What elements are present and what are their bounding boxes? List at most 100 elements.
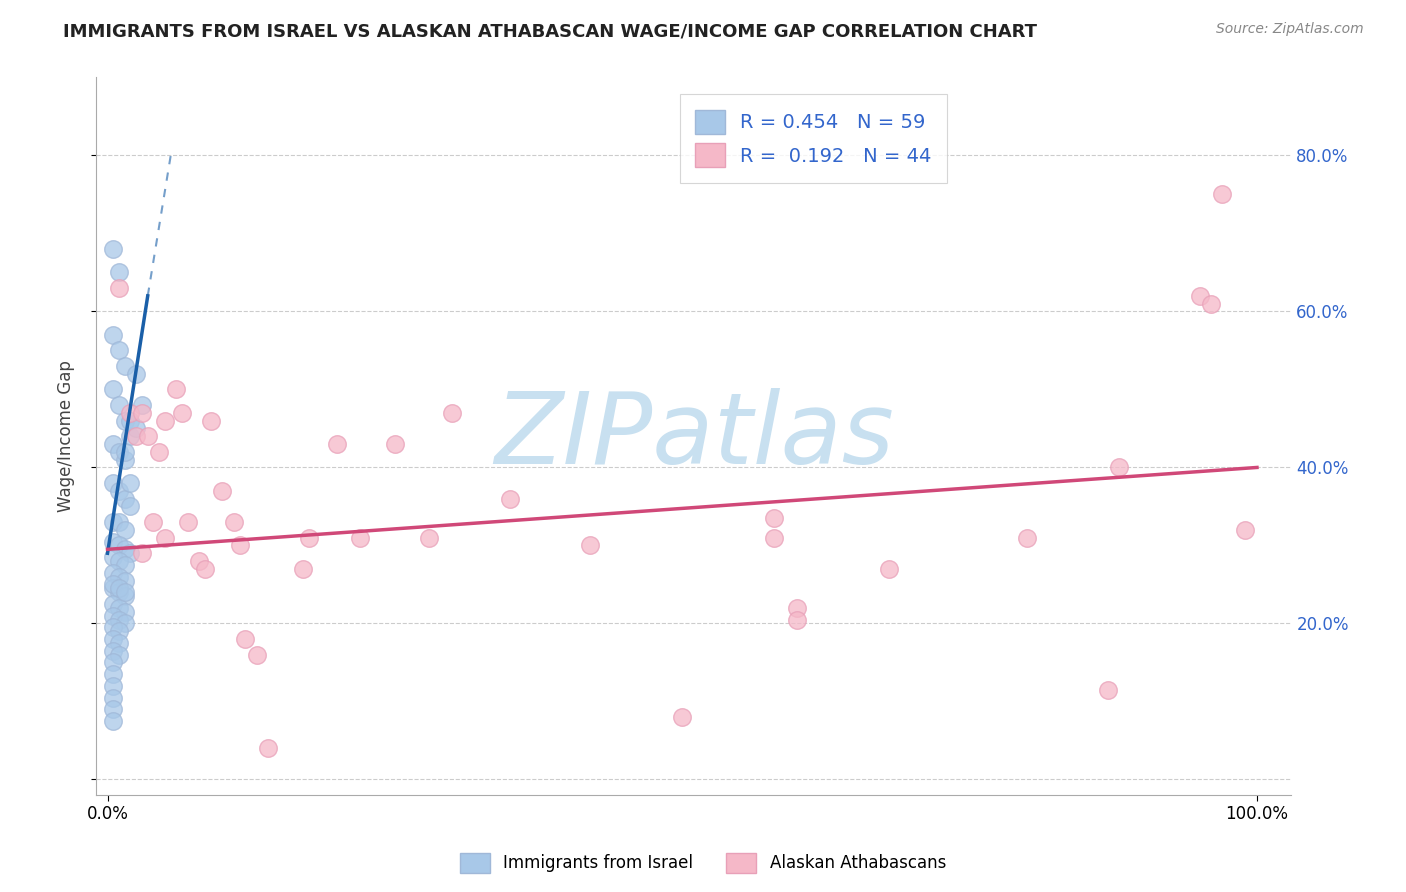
Point <box>786 600 808 615</box>
Point <box>1015 531 1038 545</box>
Point <box>108 636 131 650</box>
Point <box>103 667 125 681</box>
Point <box>1108 460 1130 475</box>
Point <box>108 569 131 583</box>
Point <box>418 531 440 545</box>
Point <box>108 398 131 412</box>
Point <box>103 702 125 716</box>
Point <box>499 491 522 506</box>
Point <box>172 406 194 420</box>
Point <box>211 483 233 498</box>
Point <box>114 523 136 537</box>
Point <box>103 550 125 565</box>
Point <box>131 398 153 412</box>
Point <box>114 616 136 631</box>
Point <box>228 538 250 552</box>
Point <box>114 414 136 428</box>
Point <box>877 562 900 576</box>
Text: IMMIGRANTS FROM ISRAEL VS ALASKAN ATHABASCAN WAGE/INCOME GAP CORRELATION CHART: IMMIGRANTS FROM ISRAEL VS ALASKAN ATHABA… <box>63 22 1038 40</box>
Point <box>108 613 131 627</box>
Point <box>120 500 142 514</box>
Point <box>298 531 321 545</box>
Point <box>103 577 125 591</box>
Point <box>120 546 142 560</box>
Point <box>131 546 153 560</box>
Point <box>103 515 125 529</box>
Point <box>103 632 125 646</box>
Point <box>108 585 131 599</box>
Point <box>763 531 786 545</box>
Text: Source: ZipAtlas.com: Source: ZipAtlas.com <box>1216 22 1364 37</box>
Point <box>166 383 188 397</box>
Point <box>177 515 200 529</box>
Point <box>103 620 125 634</box>
Point <box>1234 523 1257 537</box>
Point <box>108 281 131 295</box>
Point <box>103 679 125 693</box>
Point <box>763 511 786 525</box>
Point <box>103 242 125 256</box>
Point <box>108 648 131 662</box>
Point <box>108 483 131 498</box>
Point <box>108 515 131 529</box>
Point <box>108 538 131 552</box>
Point <box>108 624 131 639</box>
Point <box>108 343 131 358</box>
Point <box>246 648 269 662</box>
Point <box>786 613 808 627</box>
Point <box>108 554 131 568</box>
Point <box>153 414 176 428</box>
Point <box>103 656 125 670</box>
Legend: Immigrants from Israel, Alaskan Athabascans: Immigrants from Israel, Alaskan Athabasc… <box>453 847 953 880</box>
Point <box>103 597 125 611</box>
Point <box>1211 187 1233 202</box>
Point <box>131 406 153 420</box>
Point <box>114 542 136 557</box>
Point <box>142 515 165 529</box>
Point <box>103 582 125 596</box>
Point <box>222 515 245 529</box>
Point <box>103 690 125 705</box>
Point <box>108 445 131 459</box>
Point <box>114 558 136 572</box>
Point <box>441 406 464 420</box>
Point <box>1097 682 1119 697</box>
Point <box>326 437 349 451</box>
Point <box>114 589 136 603</box>
Point <box>103 327 125 342</box>
Point <box>103 534 125 549</box>
Point <box>103 383 125 397</box>
Point <box>153 531 176 545</box>
Point <box>200 414 222 428</box>
Point <box>125 367 148 381</box>
Legend: R = 0.454   N = 59, R =  0.192   N = 44: R = 0.454 N = 59, R = 0.192 N = 44 <box>681 95 948 183</box>
Point <box>257 741 280 756</box>
Point <box>120 429 142 443</box>
Text: ZIPatlas: ZIPatlas <box>494 388 894 484</box>
Point <box>1199 296 1222 310</box>
Point <box>671 710 693 724</box>
Point <box>579 538 602 552</box>
Point <box>103 714 125 728</box>
Point <box>114 491 136 506</box>
Point <box>194 562 217 576</box>
Point <box>108 600 131 615</box>
Point <box>114 452 136 467</box>
Point <box>291 562 314 576</box>
Point <box>120 406 142 420</box>
Point <box>148 445 170 459</box>
Point <box>114 359 136 373</box>
Point <box>103 437 125 451</box>
Point <box>108 582 131 596</box>
Point <box>120 476 142 491</box>
Point <box>103 644 125 658</box>
Point <box>114 445 136 459</box>
Point <box>384 437 406 451</box>
Point <box>108 265 131 279</box>
Point <box>114 574 136 588</box>
Point <box>235 632 257 646</box>
Y-axis label: Wage/Income Gap: Wage/Income Gap <box>58 360 75 512</box>
Point <box>120 414 142 428</box>
Point <box>114 585 136 599</box>
Point <box>125 429 148 443</box>
